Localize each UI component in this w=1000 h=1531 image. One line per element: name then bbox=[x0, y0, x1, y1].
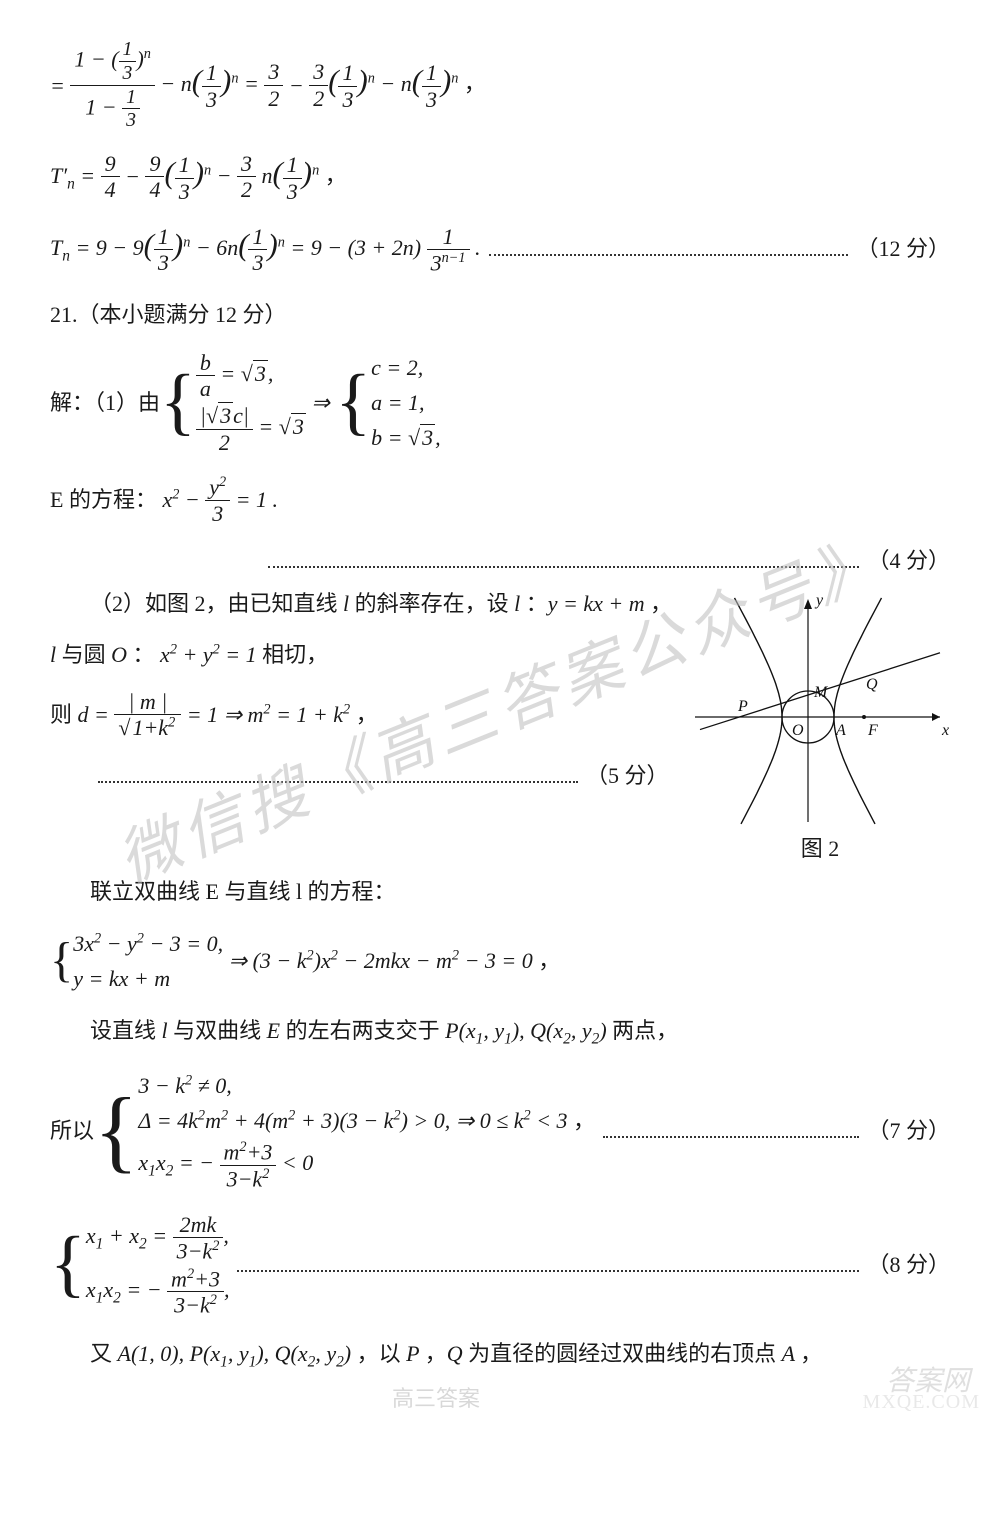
conditions: 所以 { 3 − k2 ≠ 0, Δ = 4k2m2 + 4(m2 + 3)(3… bbox=[50, 1068, 950, 1192]
svg-text:y: y bbox=[814, 592, 824, 609]
therefore-label: 所以 bbox=[50, 1114, 94, 1147]
svg-text:M: M bbox=[813, 684, 829, 701]
watermark-url: MXQE.COM bbox=[863, 1387, 980, 1417]
hyperbola-diagram: O A Fx y P Q M bbox=[690, 587, 950, 832]
svg-text:Q: Q bbox=[866, 676, 878, 693]
last-line: 又 A(1, 0), P(x1, y1), Q(x2, y2) ，以 P ，Q … bbox=[90, 1337, 950, 1374]
leader-dots bbox=[603, 1123, 859, 1138]
leader-dots bbox=[98, 768, 578, 783]
score-5: （5 分） bbox=[586, 759, 669, 792]
distance-eq: 则 d = | m |1+k2 = 1 ⇒ m2 = 1 + k2 ， bbox=[50, 689, 680, 741]
leader-dots bbox=[268, 553, 859, 568]
score-8: （8 分） bbox=[867, 1248, 950, 1281]
join-text: 联立双曲线 E 与直线 l 的方程： bbox=[90, 875, 950, 908]
system-1: { 3x2 − y2 − 3 = 0, y = kx + m ⇒ (3 − k2… bbox=[50, 926, 950, 996]
figure-caption: 图 2 bbox=[690, 832, 950, 865]
question-21-header: 21.（本小题满分 12 分） bbox=[50, 298, 950, 331]
score-row-4: （4 分） bbox=[50, 544, 950, 577]
part2-intro: （2）如图 2，由已知直线 l 的斜率存在，设 l ：y = kx + m ， bbox=[90, 587, 680, 620]
leader-dots bbox=[489, 241, 849, 256]
score-4: （4 分） bbox=[867, 544, 950, 577]
svg-text:O: O bbox=[792, 722, 804, 739]
score-row-5: （5 分） bbox=[50, 759, 680, 792]
leader-dots bbox=[237, 1257, 859, 1272]
equation-3-row: Tn = 9 − 9(13)n − 6n(13)n = 9 − (3 + 2n)… bbox=[50, 222, 950, 276]
equation-3: Tn = 9 − 9(13)n − 6n(13)n = 9 − (3 + 2n)… bbox=[50, 222, 481, 276]
score-7: （7 分） bbox=[867, 1114, 950, 1147]
svg-text:F: F bbox=[867, 722, 878, 739]
svg-text:A: A bbox=[835, 722, 846, 739]
watermark-bottom: 高三答案 bbox=[392, 1382, 480, 1415]
vieta-results: { x1 + x2 = 2mk3−k2, x1x2 = − m2+33−k2, … bbox=[50, 1211, 950, 1319]
svg-text:P: P bbox=[737, 698, 748, 715]
equation-2: T′n = 94 − 94 (13)n − 32 n(13)n ， bbox=[50, 150, 950, 204]
tangent-circle: l 与圆 O ： x2 + y2 = 1 相切， bbox=[50, 638, 680, 671]
equation-1: = 1 − (13)n 1 − 13 − n(13)n = 32 − 32 (1… bbox=[50, 38, 950, 132]
solution-part1: 解：（1）由 { ba = 3, |3c|2 = 3 ⇒ { c = 2, a … bbox=[50, 349, 950, 456]
solution-label: 解：（1）由 bbox=[50, 386, 160, 419]
set-PQ: 设直线 l 与双曲线 E 的左右两支交于 P(x1, y1), Q(x2, y2… bbox=[90, 1014, 950, 1051]
equation-E: E 的方程： x2 − y23 = 1 . bbox=[50, 474, 950, 526]
score-12: （12 分） bbox=[856, 232, 950, 265]
figure-2: O A Fx y P Q M 图 2 bbox=[690, 587, 950, 865]
svg-text:x: x bbox=[941, 722, 949, 739]
